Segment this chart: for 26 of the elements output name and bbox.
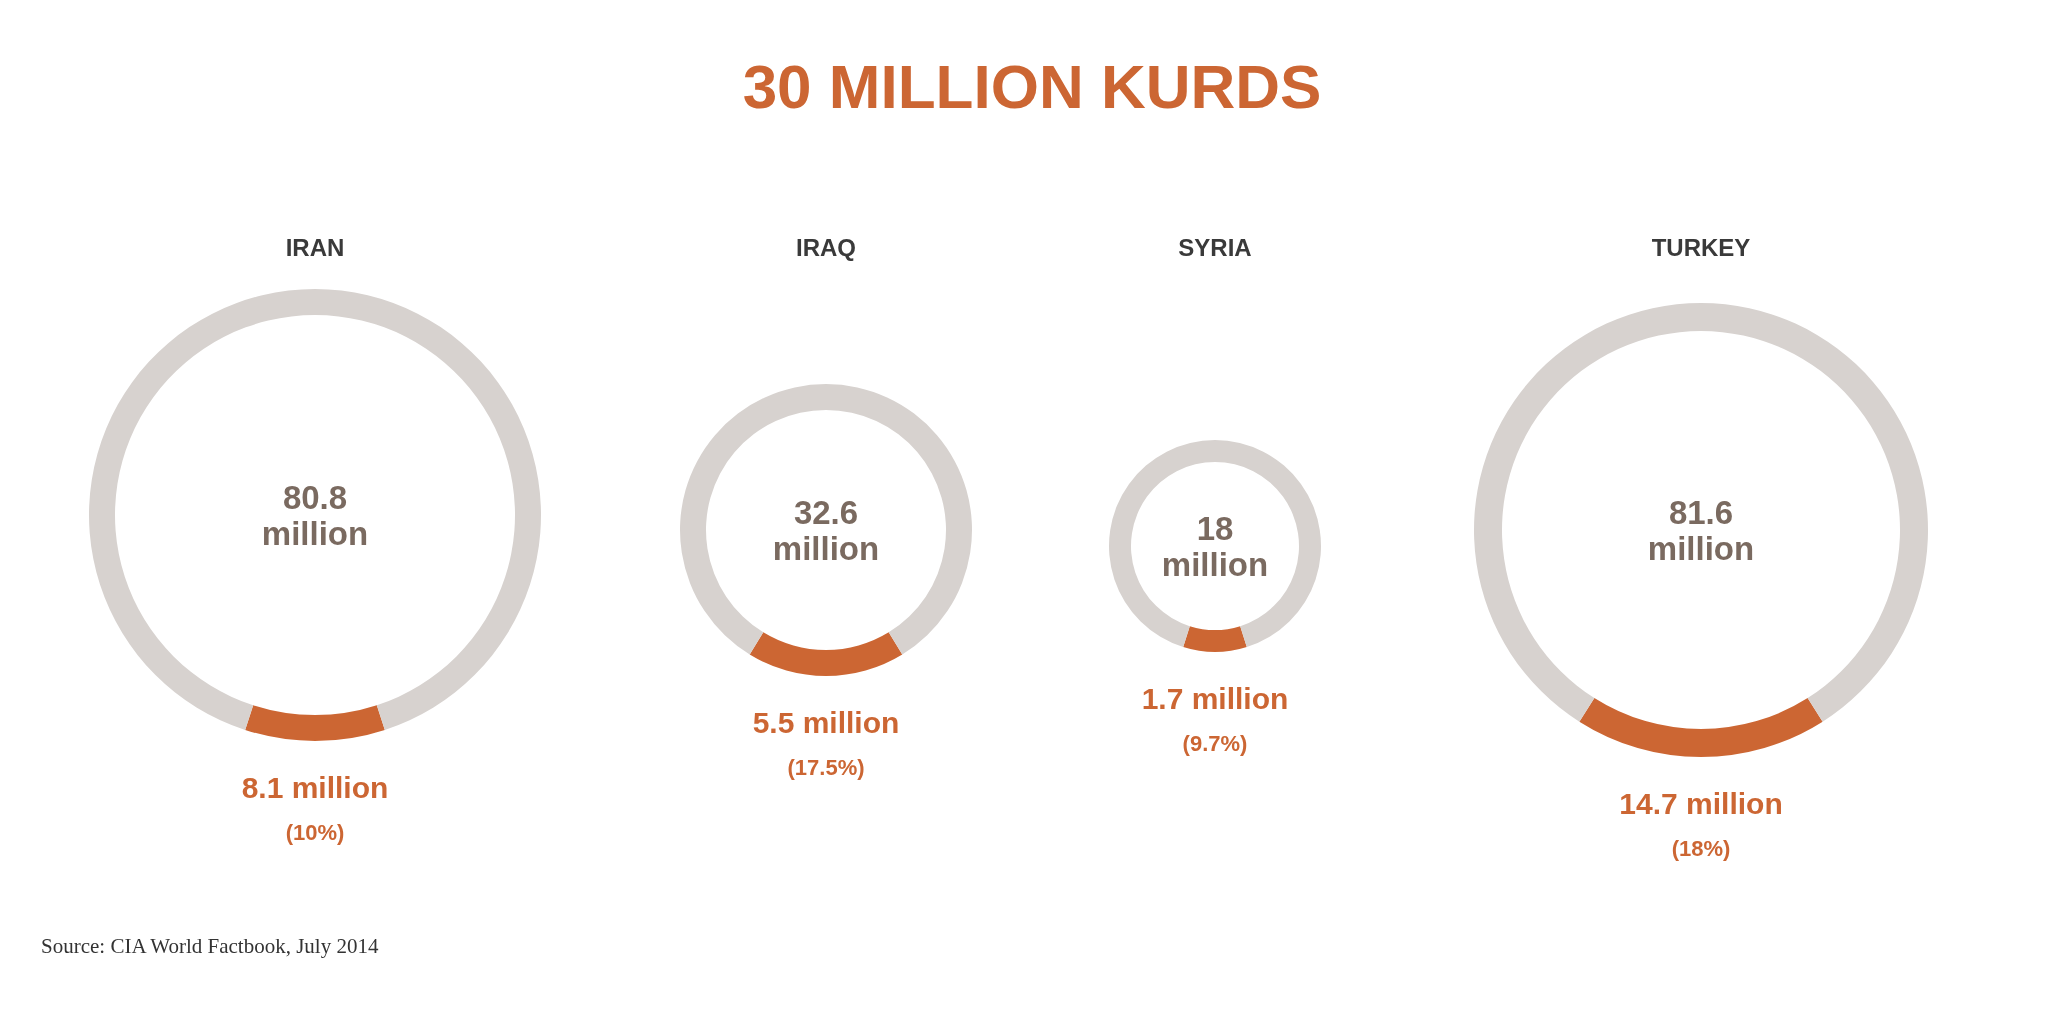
donut-slice: [680, 384, 972, 655]
text: 18 million: [1161, 510, 1269, 583]
text: 81.6 million: [1647, 494, 1755, 567]
text: (9.7%): [1182, 731, 1248, 756]
text: 8.1 million: [241, 771, 389, 804]
donut-slice: [1183, 626, 1247, 652]
text: (10%): [285, 820, 345, 845]
chart-title: SYRIA: [1178, 234, 1252, 261]
source-note: Source: CIA World Factbook, July 2014: [41, 934, 379, 958]
text: 32.6 million: [772, 494, 880, 567]
text: 80.8 million: [261, 479, 369, 552]
text: (17.5%): [787, 755, 865, 780]
text: 5.5 million: [752, 706, 900, 739]
donut-slice: [1109, 440, 1321, 648]
donut-slice: [245, 705, 385, 741]
chart-title: IRAQ: [796, 234, 856, 261]
text: 14.7 million: [1619, 787, 1783, 820]
chart-title: TURKEY: [1651, 234, 1751, 261]
text: (18%): [1671, 836, 1731, 861]
donut-slice: [1474, 303, 1928, 722]
chart-title: IRAN: [285, 234, 345, 261]
text: 1.7 million: [1141, 682, 1289, 715]
donut-slice: [89, 289, 541, 730]
text: 30 MILLION KURDS: [742, 52, 1322, 121]
donut-slice: [749, 632, 903, 676]
donut-slice: [1579, 698, 1823, 757]
